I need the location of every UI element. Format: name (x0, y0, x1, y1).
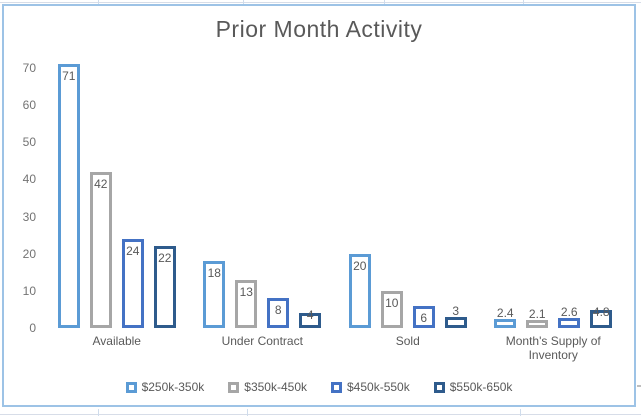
sheet-column-gridline (520, 409, 521, 416)
bar-value-label: 20 (353, 259, 367, 273)
bar-value-label: 2.6 (560, 305, 578, 319)
y-axis-tick-label: 40 (22, 172, 36, 187)
bar-value-label: 3 (452, 304, 460, 318)
bar-value-label: 71 (62, 69, 76, 83)
y-axis-tick-label: 60 (22, 98, 36, 113)
bar-value-label: 42 (94, 177, 108, 191)
legend-label: $250k-350k (141, 380, 205, 394)
bar-group: 20 10 6 3 (335, 254, 481, 328)
bar: 4.8 (590, 306, 613, 328)
legend-label: $450k-550k (347, 380, 410, 394)
y-axis-tick-label: 30 (22, 209, 36, 224)
plot-area: 71 42 24 22 18 13 8 4 20 10 6 3 2.4 2.1 2.6 4.8 (44, 6, 626, 328)
sheet-row-gridline-top (0, 2, 641, 3)
bar-group: 71 42 24 22 (44, 64, 190, 328)
sheet-column-gridline (98, 0, 99, 4)
sheet-column-gridline (523, 0, 524, 4)
sheet-column-gridline (384, 0, 385, 4)
bar: 8 (267, 298, 290, 328)
bar-value-label: 10 (385, 296, 399, 310)
bar: 20 (348, 254, 371, 328)
bar-value-label: 13 (239, 285, 253, 299)
legend-marker-swatch (433, 381, 445, 393)
y-axis-tick-label: 20 (22, 246, 36, 261)
category-label: Sold (395, 334, 420, 348)
bar-value-label: 18 (207, 266, 221, 280)
bar-value-label: 6 (420, 311, 428, 325)
sheet-column-gridline (243, 0, 244, 4)
bar: 22 (153, 246, 176, 328)
legend: $250k-350k $350k-450k $450k-550k $550k-650k (4, 380, 634, 394)
y-axis-tick-label: 0 (29, 321, 36, 335)
sheet-column-gridline (98, 409, 99, 416)
legend-marker-swatch (228, 381, 240, 393)
y-axis-tick-label: 70 (22, 61, 36, 75)
bar: 2.4 (494, 307, 517, 328)
bar: 71 (57, 64, 80, 328)
bar: 42 (89, 172, 112, 328)
sheet-row-tick-right (637, 385, 641, 387)
sheet-column-gridline (247, 409, 248, 416)
bar: 3 (444, 305, 467, 328)
bar: 24 (121, 239, 144, 328)
bar-value-label: 8 (274, 303, 282, 317)
bar-value-label: 4 (306, 308, 314, 322)
legend-item: $350k-450k (228, 380, 307, 394)
legend-label: $550k-650k (449, 380, 513, 394)
category-label: Available (92, 334, 141, 348)
bar: 13 (235, 280, 258, 328)
x-axis-labels: Available Under Contract Sold Month's Suppl… (44, 334, 626, 362)
legend-item: $550k-650k (433, 380, 513, 394)
legend-label: $350k-450k (244, 380, 307, 394)
bar: 18 (203, 261, 226, 328)
bar-value-label: 22 (158, 251, 172, 265)
bar: 2.6 (558, 306, 581, 328)
chart-title: Prior Month Activity (215, 16, 423, 42)
bar-group: 18 13 8 4 (190, 261, 336, 328)
bar: 4 (299, 309, 322, 328)
bar: 6 (412, 306, 435, 328)
category-label: Month's Supply of Inventory (505, 334, 601, 362)
legend-marker-swatch (331, 381, 342, 393)
bar: 2.1 (526, 308, 549, 328)
bar-value-label: 24 (126, 244, 140, 258)
legend-item: $250k-350k (125, 380, 205, 394)
bar: 10 (380, 291, 403, 328)
legend-item: $450k-550k (331, 380, 410, 394)
category-label: Under Contract (221, 334, 303, 348)
bar-group: 2.4 2.1 2.6 4.8 (481, 306, 627, 328)
bar-value-label: 2.4 (496, 306, 514, 320)
bar-value-label: 4.8 (592, 305, 610, 319)
legend-marker-swatch (125, 381, 137, 393)
chart-area: Prior Month Activity 0 10 20 30 40 50 60 70 71 4… (2, 4, 636, 407)
y-axis-tick-label: 10 (22, 283, 36, 298)
y-axis-tick-label: 50 (22, 135, 36, 150)
sheet-row-gridline-bottom (0, 414, 641, 415)
bar-value-label: 2.1 (528, 307, 546, 321)
